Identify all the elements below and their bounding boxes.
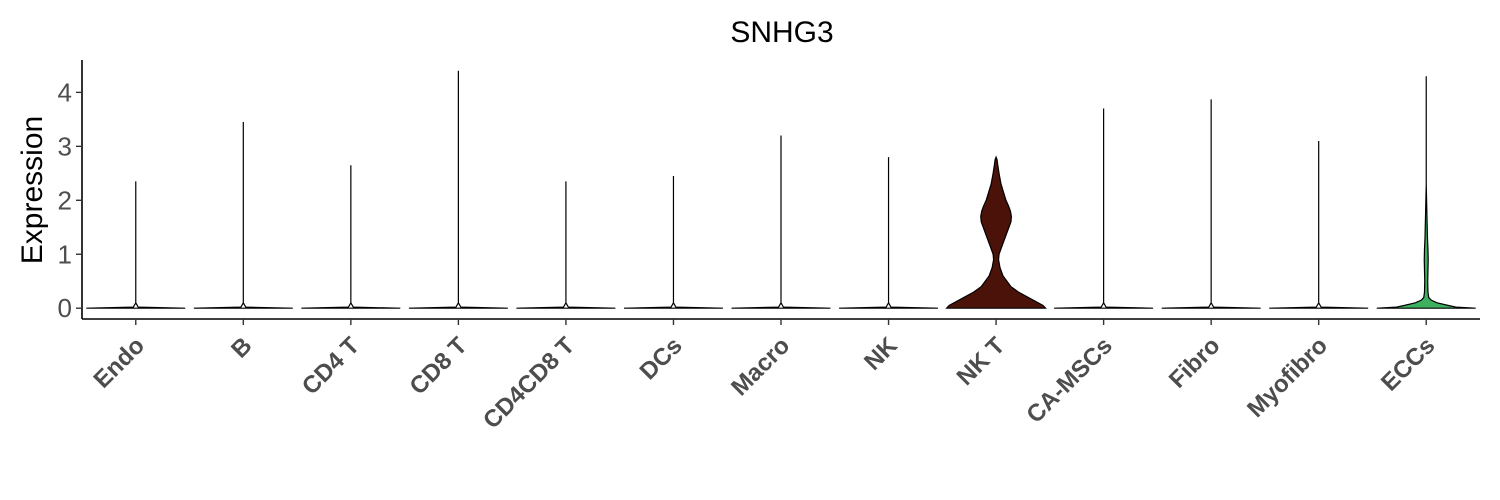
- violin-cd8-t: [408, 70, 508, 309]
- violin-endo: [86, 181, 186, 309]
- y-tick-label: 0: [58, 293, 72, 323]
- x-tick-label: Fibro: [1164, 332, 1226, 394]
- violin-eccs: [1376, 76, 1476, 309]
- y-tick-label: 3: [58, 131, 72, 161]
- violin-cd4cd8-t: [516, 181, 616, 309]
- violin-b: [193, 122, 293, 309]
- chart-title: SNHG3: [730, 16, 833, 49]
- y-tick-label: 1: [58, 239, 72, 269]
- x-tick-label: CD4 T: [297, 332, 365, 400]
- x-tick-label: Myofibro: [1242, 332, 1333, 423]
- y-tick-label: 2: [58, 185, 72, 215]
- y-axis: 0 1 2 3 4: [58, 60, 83, 323]
- x-tick-label: CD4CD8 T: [478, 332, 580, 434]
- y-axis-label: Expression: [16, 116, 49, 264]
- x-tick-label: Macro: [726, 332, 795, 401]
- violin-dcs: [623, 176, 723, 309]
- violin-myofibro: [1269, 140, 1369, 309]
- x-tick-label: ECCs: [1376, 332, 1440, 396]
- violin-fibro: [1161, 99, 1261, 309]
- x-tick-label: B: [226, 332, 257, 363]
- y-tick-label: 4: [58, 77, 72, 107]
- x-tick-label: CA-MSCs: [1021, 332, 1117, 428]
- violin-macro: [731, 135, 831, 309]
- x-tick-label: Endo: [89, 332, 151, 394]
- violins-layer: [86, 70, 1476, 309]
- violin-nk: [839, 157, 939, 309]
- violin-ca-mscs: [1054, 108, 1154, 309]
- x-tick-label: NK: [859, 332, 903, 376]
- violin-cd4-t: [301, 165, 401, 309]
- violin-nk-t: [945, 155, 1047, 309]
- x-tick-label: NK T: [952, 332, 1011, 391]
- x-tick-label: CD8 T: [405, 332, 473, 400]
- x-axis: Endo B CD4 T CD8 T CD4CD8 T DCs Macro NK NK T CA-…: [82, 318, 1480, 434]
- x-tick-label: DCs: [635, 332, 688, 385]
